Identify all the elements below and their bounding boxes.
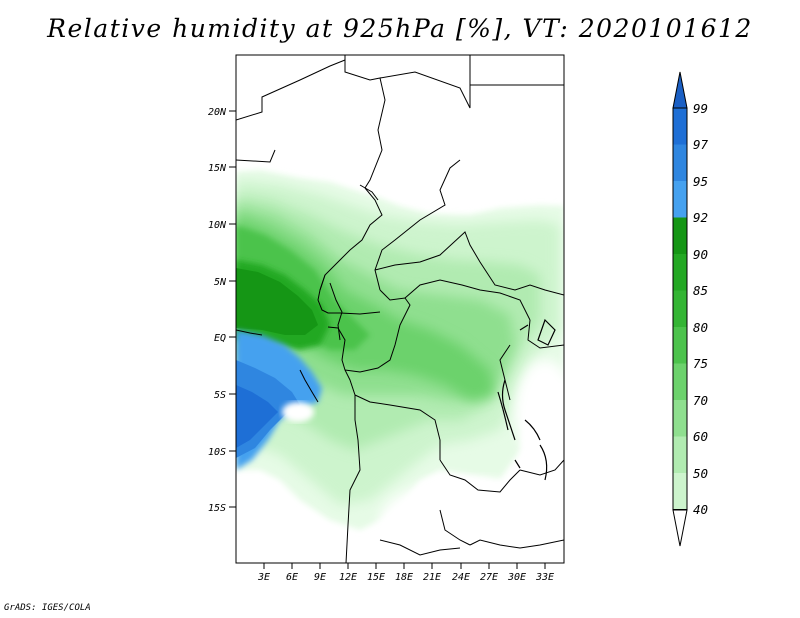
colorbar-swatch	[673, 436, 687, 473]
colorbar-label: 92	[693, 210, 708, 225]
colorbar-label: 90	[693, 247, 708, 262]
colorbar-label: 95	[693, 174, 708, 189]
lon-tick-label: 15E	[367, 572, 385, 583]
colorbar: 99 97 95 92 90 85 80 75 70 60 50 40	[672, 71, 709, 547]
lat-tick-label: 5N	[214, 277, 227, 288]
colorbar-label: 99	[693, 101, 708, 116]
colorbar-swatch	[673, 144, 687, 181]
colorbar-over-arrow	[672, 71, 688, 109]
lon-tick-label: 3E	[257, 572, 270, 583]
lat-tick-label: 10S	[208, 447, 226, 458]
humidity-shading	[236, 55, 564, 563]
lon-tick-label: 33E	[535, 572, 554, 583]
colorbar-label: 40	[693, 502, 708, 517]
lat-tick-label: 20N	[208, 107, 227, 118]
lat-tick-label: EQ	[214, 333, 226, 344]
colorbar-swatch	[673, 363, 687, 400]
colorbar-swatch	[673, 290, 687, 327]
colorbar-swatch	[673, 217, 687, 254]
colorbar-swatch	[673, 400, 687, 437]
colorbar-label: 97	[693, 137, 709, 152]
colorbar-label: 85	[693, 283, 708, 298]
footer-credit: GrADS: IGES/COLA	[4, 603, 91, 613]
colorbar-swatch	[673, 108, 687, 145]
longitude-axis: 3E 6E 9E 12E 15E 18E 21E 24E 27E 30E 33E	[257, 563, 554, 583]
colorbar-label: 50	[693, 466, 708, 481]
colorbar-swatch	[673, 473, 687, 510]
map-title: Relative humidity at 925hPa [%], VT: 202…	[47, 14, 753, 43]
colorbar-swatch	[673, 327, 687, 364]
lon-tick-label: 27E	[480, 572, 498, 583]
lat-tick-label: 15N	[208, 163, 227, 174]
lon-tick-label: 9E	[314, 572, 326, 583]
plot-frame	[235, 54, 565, 564]
colorbar-swatch	[673, 254, 687, 291]
colorbar-label: 80	[693, 320, 708, 335]
lakes	[497, 318, 556, 481]
lon-tick-label: 6E	[286, 572, 298, 583]
lat-tick-label: 15S	[208, 503, 226, 514]
colorbar-label: 60	[693, 429, 708, 444]
lon-tick-label: 18E	[395, 572, 413, 583]
lon-tick-label: 24E	[452, 572, 470, 583]
lon-tick-label: 30E	[507, 572, 526, 583]
lat-tick-label: 5S	[214, 390, 226, 401]
lat-tick-label: 10N	[208, 220, 227, 231]
colorbar-under-arrow	[672, 509, 688, 547]
lon-tick-label: 21E	[423, 572, 441, 583]
colorbar-label: 70	[693, 393, 708, 408]
lon-tick-label: 12E	[339, 572, 357, 583]
country-borders	[236, 55, 564, 563]
colorbar-swatch	[673, 181, 687, 218]
latitude-axis: 20N 15N 10N 5N EQ 5S 10S 15S	[208, 107, 236, 514]
colorbar-label: 75	[693, 356, 708, 371]
